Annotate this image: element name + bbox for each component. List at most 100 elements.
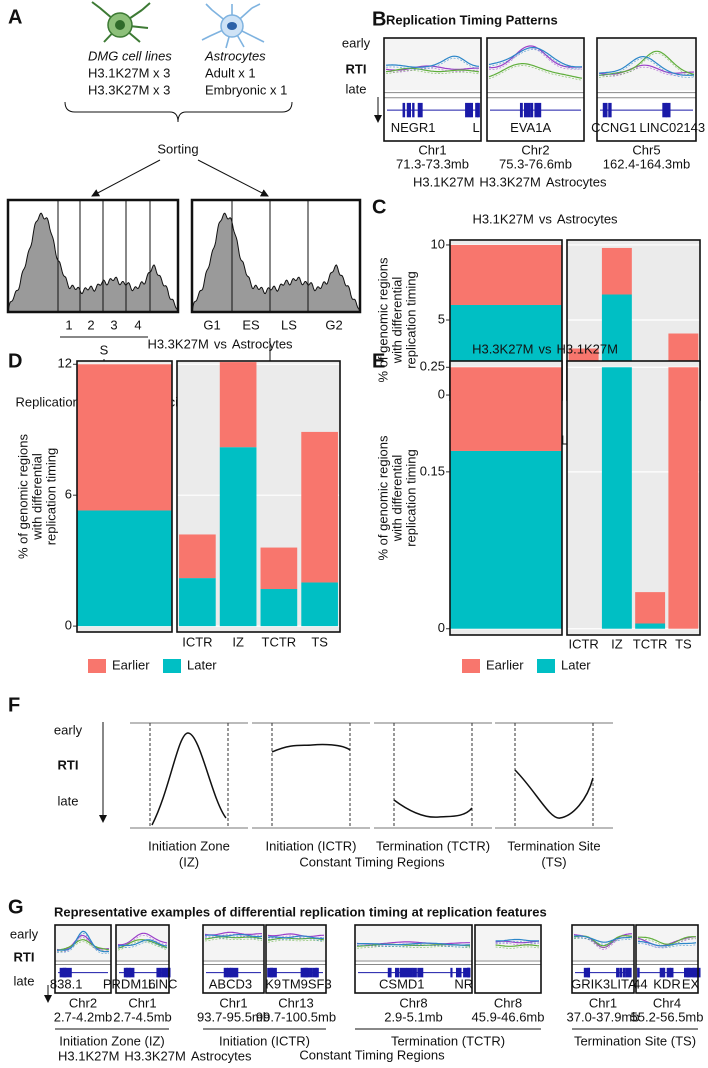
feature-profile <box>271 743 351 753</box>
rti-curve <box>56 930 110 953</box>
gene-label: EVA1A <box>510 120 551 135</box>
bar-segment <box>260 589 298 627</box>
rti-area <box>476 926 540 960</box>
gene-exon <box>450 967 453 978</box>
histogram <box>7 212 179 313</box>
y-tick-label: 0 <box>438 386 445 401</box>
bar-segment <box>77 510 172 627</box>
y-axis-label: % of genomic regions <box>15 433 30 559</box>
y-tick-label: 12 <box>58 356 72 371</box>
y-axis-label: % of genomic regions <box>375 257 390 383</box>
gene-exon <box>467 967 470 978</box>
gene-exon <box>692 967 695 978</box>
rti-curve-ci <box>495 942 539 946</box>
cell-type-line: Embryonic x 1 <box>205 82 287 97</box>
track-frame <box>635 924 699 994</box>
chromosome-label: Chr13 <box>278 995 313 1010</box>
gene-exon <box>125 967 131 978</box>
rti-axis-label: RTI <box>58 757 79 772</box>
gene-exon <box>662 102 667 118</box>
rti-curve <box>356 942 470 946</box>
legend-key <box>537 659 555 673</box>
track-frame <box>265 924 327 994</box>
range-label: 45.9-46.6mb <box>472 1009 545 1024</box>
panel-letter: E <box>372 350 385 372</box>
astrocyte-icon <box>201 3 265 49</box>
x-tick-label: TS <box>675 636 692 651</box>
panel-letter: B <box>372 8 386 30</box>
legend-entry: H3.1K27M <box>58 1048 119 1063</box>
chromosome-label: Chr1 <box>219 995 247 1010</box>
legend-label: Earlier <box>486 657 524 672</box>
gene-exon <box>523 102 531 118</box>
rti-curve-ci <box>385 67 479 73</box>
cell-type-line: Adult x 1 <box>205 65 256 80</box>
rti-curve <box>637 936 697 945</box>
bar-segment <box>179 578 216 627</box>
cell-type-line: H3.3K27M x 3 <box>88 82 170 97</box>
rti-curve-ci <box>56 933 110 955</box>
chromosome-label: Chr2 <box>69 995 97 1010</box>
chart-title: vs <box>539 341 553 356</box>
rti-curve <box>204 933 263 938</box>
track-frame <box>54 924 112 994</box>
chromosome-label: Chr1 <box>589 995 617 1010</box>
track-frame <box>486 37 585 142</box>
gene-exon <box>399 967 407 978</box>
x-tick-label: ICTR <box>568 636 598 651</box>
rti-axis-label: early <box>54 722 83 737</box>
range-label: 55.2-56.5mb <box>631 1009 704 1024</box>
gene-exon <box>463 967 469 978</box>
group-label: Initiation (ICTR) <box>219 1033 310 1048</box>
gene-exon <box>659 967 665 978</box>
range-label: 2.7-4.5mb <box>113 1009 172 1024</box>
group-label: Termination (TCTR) <box>391 1033 505 1048</box>
gene-label: CCNG1 <box>591 120 637 135</box>
gene-exon <box>161 967 166 978</box>
gene-exon <box>519 102 523 118</box>
chromosome-label: Chr1 <box>128 995 156 1010</box>
gene-exon <box>387 967 392 978</box>
gene-label: GRIK3 <box>571 976 610 991</box>
rti-curve-ci <box>204 936 263 939</box>
gene-exon <box>602 102 608 118</box>
phase-label: G1 <box>203 317 220 332</box>
arrow <box>91 159 161 197</box>
bar-segment <box>635 592 666 624</box>
bar-segment <box>668 367 699 629</box>
y-axis-label: % of genomic regions <box>375 435 390 561</box>
gene-exon <box>229 967 234 978</box>
x-tick-label: TS <box>311 634 328 649</box>
rti-curve-ci <box>204 938 263 942</box>
rti-axis-label: early <box>342 35 371 50</box>
gene-exon <box>587 967 591 978</box>
bar-segment <box>219 447 257 627</box>
fraction-label: 3 <box>110 317 117 332</box>
gene-label: NEGR1 <box>391 120 436 135</box>
panel-letter: G <box>8 896 24 918</box>
rti-axis-label: RTI <box>346 61 367 76</box>
legend-label: Later <box>187 657 217 672</box>
rti-curve-ci <box>489 47 582 71</box>
track-frame <box>474 924 542 994</box>
panel-title: Representative examples of differential … <box>54 904 547 919</box>
rti-curve-ci <box>637 938 697 947</box>
rti-curve <box>204 936 263 940</box>
rti-curve <box>598 55 695 76</box>
gene-exon <box>65 967 72 978</box>
gene-label: LINC02143 <box>639 120 705 135</box>
gene-exon <box>669 967 674 978</box>
range-label: 75.3-76.6mb <box>499 156 572 171</box>
gene-label: LITA <box>610 976 637 991</box>
feature-profile <box>151 732 227 826</box>
cell-type-title: Astrocytes <box>204 48 266 63</box>
phase-label: G2 <box>325 317 342 332</box>
gene-exon <box>223 967 228 978</box>
gene-exon <box>232 967 239 978</box>
rti-curve <box>495 944 540 947</box>
track-frame <box>571 924 635 994</box>
gene-label: ABCD3 <box>209 976 252 991</box>
gene-exon <box>665 102 671 118</box>
histogram-frame <box>6 198 180 314</box>
gene-exon <box>412 102 415 118</box>
